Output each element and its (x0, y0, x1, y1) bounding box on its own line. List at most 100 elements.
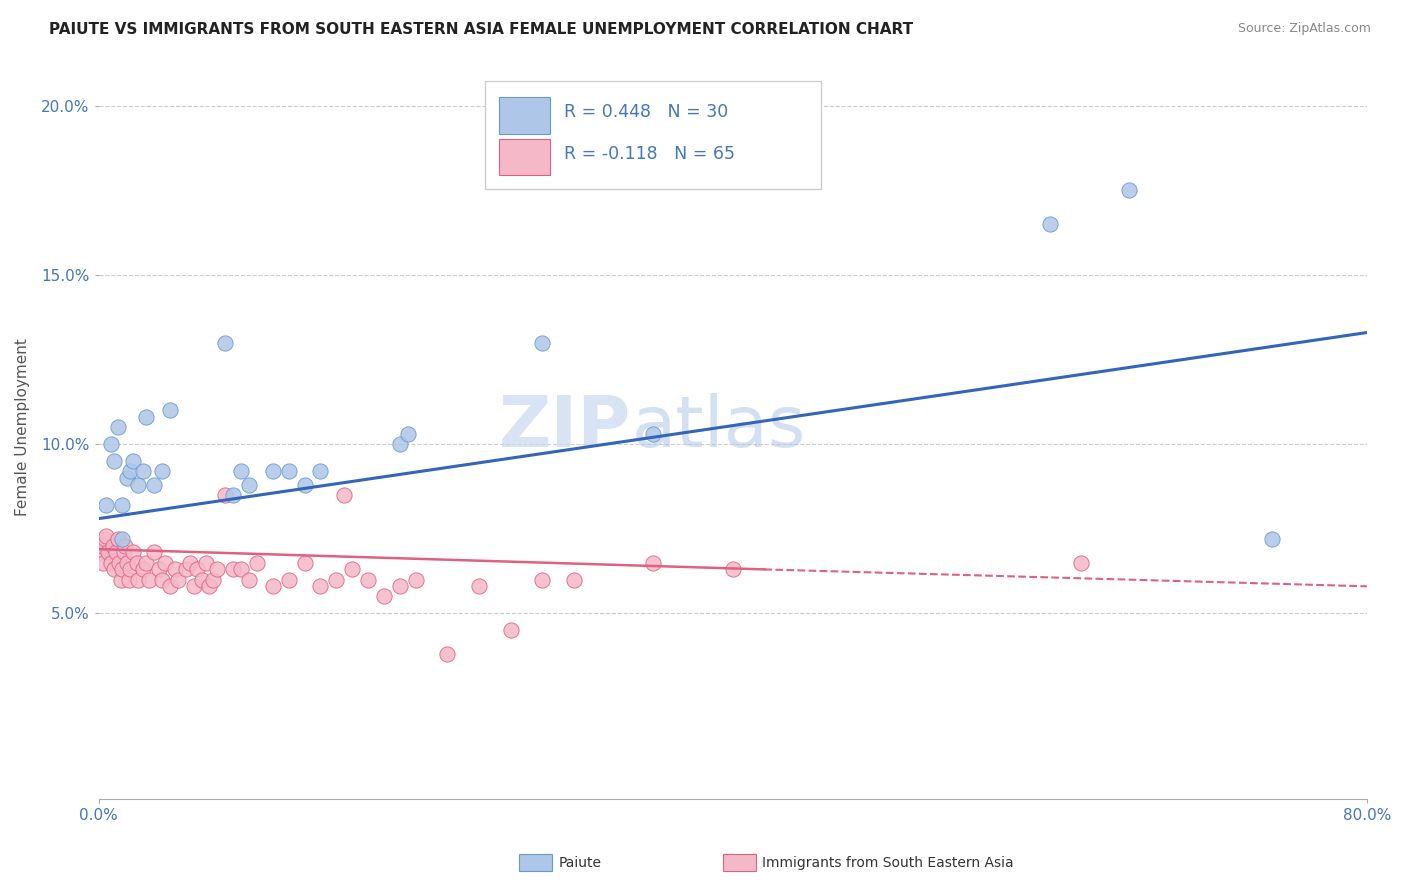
Point (115, 556, 138, 570)
Point (135, 556, 157, 570)
Point (132, 562, 155, 576)
Point (207, 562, 229, 576)
Point (96, 498, 118, 512)
Point (97, 545, 120, 559)
Point (436, 647, 458, 661)
Point (107, 532, 129, 546)
Y-axis label: Female Unemployment: Female Unemployment (15, 338, 30, 516)
Point (127, 478, 149, 492)
Text: ZIP: ZIP (499, 392, 631, 462)
Point (110, 573, 132, 587)
Point (357, 573, 380, 587)
Point (1070, 556, 1092, 570)
Point (294, 478, 316, 492)
Point (150, 464, 173, 478)
Point (148, 562, 170, 576)
Point (120, 562, 142, 576)
Point (115, 471, 138, 485)
Point (103, 454, 125, 468)
Point (122, 454, 145, 468)
Point (107, 420, 129, 434)
Point (1039, 217, 1062, 231)
Point (195, 556, 218, 570)
Point (122, 545, 145, 559)
Point (238, 478, 260, 492)
Point (1260, 532, 1282, 546)
Point (111, 562, 134, 576)
Point (143, 478, 166, 492)
Point (174, 562, 197, 576)
Point (309, 579, 332, 593)
Point (222, 562, 245, 576)
Point (183, 579, 205, 593)
Text: R = -0.118   N = 65: R = -0.118 N = 65 (564, 145, 735, 163)
Point (111, 532, 134, 546)
Point (153, 556, 176, 570)
Point (120, 464, 142, 478)
Text: Source: ZipAtlas.com: Source: ZipAtlas.com (1237, 22, 1371, 36)
Point (388, 437, 411, 451)
Point (531, 335, 554, 350)
Point (163, 562, 186, 576)
Point (238, 573, 260, 587)
Point (127, 573, 149, 587)
Point (125, 556, 148, 570)
Point (277, 464, 299, 478)
Point (114, 539, 136, 553)
Text: Immigrants from South Eastern Asia: Immigrants from South Eastern Asia (762, 855, 1014, 870)
Point (309, 464, 332, 478)
Point (214, 488, 236, 502)
Point (531, 573, 554, 587)
Point (405, 573, 427, 587)
Point (190, 573, 212, 587)
Point (231, 464, 253, 478)
Point (117, 573, 139, 587)
Point (166, 573, 188, 587)
Point (159, 403, 181, 417)
Point (562, 573, 585, 587)
Point (201, 573, 224, 587)
Point (103, 562, 125, 576)
Point (262, 579, 284, 593)
Point (101, 539, 124, 553)
Point (111, 498, 134, 512)
Point (94, 532, 117, 546)
FancyBboxPatch shape (485, 81, 821, 189)
Point (499, 624, 522, 638)
Point (333, 488, 356, 502)
FancyBboxPatch shape (499, 139, 550, 176)
Text: PAIUTE VS IMMIGRANTS FROM SOUTH EASTERN ASIA FEMALE UNEMPLOYMENT CORRELATION CHA: PAIUTE VS IMMIGRANTS FROM SOUTH EASTERN … (49, 22, 914, 37)
Point (96, 528, 118, 542)
Point (468, 579, 491, 593)
Text: atlas: atlas (631, 392, 806, 462)
Point (89, 545, 111, 559)
Text: Paiute: Paiute (558, 855, 602, 870)
Point (112, 545, 135, 559)
Point (108, 556, 131, 570)
Point (100, 556, 122, 570)
Point (90, 539, 112, 553)
Point (388, 579, 411, 593)
Point (643, 556, 665, 570)
Point (340, 562, 363, 576)
Point (325, 573, 347, 587)
Point (231, 562, 253, 576)
Point (277, 573, 299, 587)
Point (262, 464, 284, 478)
Point (143, 545, 166, 559)
Point (373, 590, 395, 604)
Point (643, 427, 665, 442)
Point (132, 464, 155, 478)
Point (246, 556, 269, 570)
Point (186, 562, 208, 576)
Point (179, 556, 201, 570)
Point (138, 573, 160, 587)
Point (159, 579, 181, 593)
Point (135, 410, 157, 425)
Point (104, 545, 127, 559)
Point (721, 562, 744, 576)
Point (100, 437, 122, 451)
Point (222, 488, 245, 502)
Point (198, 579, 221, 593)
Point (214, 335, 236, 350)
